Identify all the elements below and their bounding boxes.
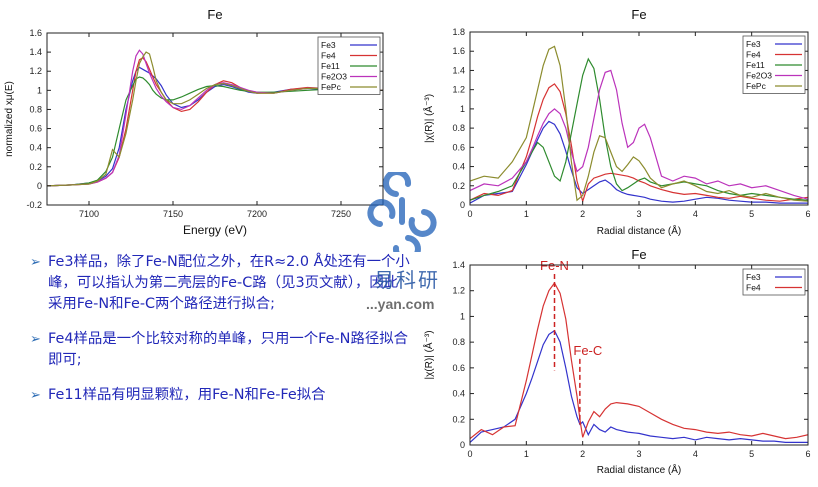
- y-tick-label: 0.2: [29, 162, 42, 172]
- x-axis-label: Radial distance (Å): [597, 463, 681, 476]
- watermark-logo-icon: [367, 172, 437, 252]
- y-tick-label: 1.6: [29, 28, 42, 38]
- x-tick-label: 5: [749, 209, 754, 219]
- x-axis-label: Radial distance (Å): [597, 224, 681, 237]
- y-tick-label: 0.4: [452, 162, 465, 172]
- legend-label: FePc: [321, 82, 342, 92]
- watermark-url: ...yan.com: [366, 296, 435, 312]
- x-tick-label: 0: [467, 449, 472, 459]
- y-tick-label: 1.2: [452, 85, 465, 95]
- legend-label: Fe2O3: [746, 71, 772, 81]
- series-line-fepc: [470, 45, 808, 202]
- x-tick-label: 5: [749, 449, 754, 459]
- x-tick-label: 1: [524, 209, 529, 219]
- chart-ft-all-samples: Fe 0 1 2 3 4 5 6 0 0.2 0.4 0.6 0.8 1 1.2 1.4 1.6 1.8 Radia…: [422, 7, 811, 237]
- y-tick-label: 1.4: [452, 260, 465, 270]
- x-tick-label: 6: [805, 209, 810, 219]
- y-tick-label: 1.6: [452, 46, 465, 56]
- y-tick-label: 0.8: [29, 104, 42, 114]
- x-tick-label: 7150: [163, 209, 183, 219]
- chart-title: Fe: [207, 7, 222, 22]
- note-fe3: ➢ Fe3样品，除了Fe-N配位之外，在R≈2.0 Å处还有一个小峰，可以指认为第…: [30, 252, 410, 315]
- legend-label: Fe2O3: [321, 72, 347, 82]
- y-tick-label: 0.4: [29, 143, 42, 153]
- y-tick-label: 0: [460, 440, 465, 450]
- note-fe11: ➢ Fe11样品有明显颗粒，用Fe-N和Fe-Fe拟合: [30, 385, 410, 406]
- x-tick-label: 3: [636, 209, 641, 219]
- y-tick-label: 1.2: [452, 286, 465, 296]
- series-line-fe11: [47, 76, 383, 187]
- arrow-bullet-icon: ➢: [30, 388, 41, 403]
- series-line-fe2o3: [470, 69, 808, 200]
- legend-box: [742, 268, 806, 296]
- y-tick-label: 1.4: [29, 47, 42, 57]
- y-tick-label: 0.4: [452, 389, 465, 399]
- legend-label: Fe3: [746, 39, 761, 49]
- legend-label: Fe3: [746, 272, 761, 282]
- watermark-name: 易科研: [374, 268, 440, 292]
- y-axis-label: |χ(R)| (Å⁻³): [422, 330, 435, 379]
- series-line-fe3: [470, 120, 808, 204]
- chart-xanes: Fe 7100 7150 7200 7250 -0.2 0 0.2 0.4 0.6 0.8 1 1.2 1…: [4, 7, 384, 237]
- y-tick-label: 0.6: [452, 142, 465, 152]
- analysis-notes: ➢ Fe3样品，除了Fe-N配位之外，在R≈2.0 Å处还有一个小峰，可以指认为第…: [30, 252, 410, 420]
- y-tick-label: -0.2: [26, 200, 42, 210]
- y-tick-label: 1: [460, 104, 465, 114]
- y-tick-label: 1: [37, 85, 42, 95]
- watermark: 易科研 ...yan.com: [366, 172, 466, 322]
- x-tick-label: 2: [580, 449, 585, 459]
- x-tick-label: 4: [693, 449, 698, 459]
- chart-title: Fe: [631, 247, 646, 262]
- series-line-fe4: [470, 83, 808, 204]
- plot-frame: [46, 32, 384, 206]
- series-line-fepc: [47, 51, 383, 187]
- y-tick-label: 1.2: [29, 66, 42, 76]
- y-tick-label: 0.8: [452, 337, 465, 347]
- y-tick-label: 0.6: [29, 124, 42, 134]
- y-axis-label: normalized xμ(E): [4, 81, 15, 157]
- note-text: Fe11样品有明显颗粒，用Fe-N和Fe-Fe拟合: [48, 387, 326, 403]
- legend-label: Fe4: [321, 51, 336, 61]
- note-text: Fe4样品是一个比较对称的单峰，只用一个Fe-N路径拟合即可;: [48, 331, 409, 368]
- note-text: Fe3样品，除了Fe-N配位之外，在R≈2.0 Å处还有一个小峰，可以指认为第二…: [48, 254, 410, 312]
- series-line-fe4: [470, 281, 808, 440]
- series-line-fe3: [470, 329, 808, 443]
- x-axis-label: Energy (eV): [183, 223, 247, 237]
- arrow-bullet-icon: ➢: [30, 332, 41, 347]
- y-tick-label: 1.8: [452, 27, 465, 37]
- arrow-bullet-icon: ➢: [30, 255, 41, 270]
- x-tick-label: 6: [805, 449, 810, 459]
- y-tick-label: 0: [460, 200, 465, 210]
- y-tick-label: 0: [37, 181, 42, 191]
- note-fe4: ➢ Fe4样品是一个比较对称的单峰，只用一个Fe-N路径拟合即可;: [30, 329, 410, 371]
- y-tick-label: 0.2: [452, 181, 465, 191]
- legend-label: Fe3: [321, 40, 336, 50]
- chart-title: Fe: [631, 7, 646, 22]
- legend-label: Fe4: [746, 283, 761, 293]
- x-tick-label: 2: [580, 209, 585, 219]
- legend-label: Fe11: [746, 60, 765, 70]
- annotation-label: Fe-C: [573, 343, 602, 358]
- y-axis-label: |χ(R)| (Å⁻³): [422, 94, 435, 143]
- y-tick-label: 1: [460, 311, 465, 321]
- y-tick-label: 0.8: [452, 123, 465, 133]
- y-tick-label: 0.2: [452, 414, 465, 424]
- x-tick-label: 7100: [79, 209, 99, 219]
- x-tick-label: 4: [693, 209, 698, 219]
- legend-label: Fe4: [746, 50, 761, 60]
- x-tick-label: 1: [524, 449, 529, 459]
- x-tick-label: 7200: [247, 209, 267, 219]
- x-tick-label: 3: [636, 449, 641, 459]
- legend-label: Fe11: [321, 61, 340, 71]
- x-tick-label: 0: [467, 209, 472, 219]
- x-tick-label: 7250: [331, 209, 351, 219]
- legend-label: FePc: [746, 81, 767, 91]
- y-tick-label: 1.4: [452, 65, 465, 75]
- y-tick-label: 0.6: [452, 363, 465, 373]
